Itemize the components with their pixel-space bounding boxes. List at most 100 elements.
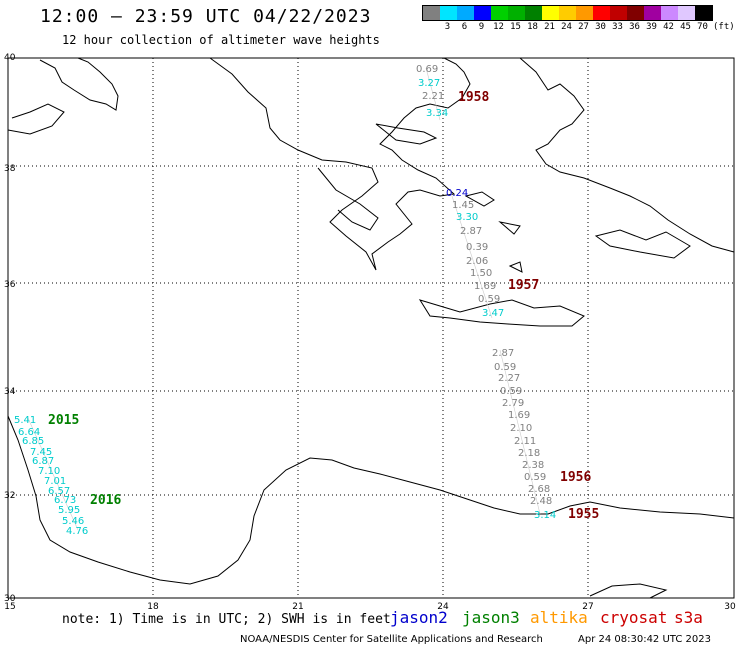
wave-height-label: 0.59 <box>494 362 516 373</box>
wave-height-label: 3.34 <box>426 108 448 119</box>
pass-id-1957: 1957 <box>508 278 539 293</box>
coastlines <box>7 57 735 599</box>
legend-label: 27 <box>578 22 589 32</box>
track-line-1956 <box>499 349 541 515</box>
ground-tracks <box>27 67 541 531</box>
island-andros <box>464 191 495 207</box>
wave-height-label: 7.01 <box>44 476 66 487</box>
wave-height-label: 5.95 <box>58 505 80 516</box>
legend-altika: altika <box>530 608 588 627</box>
turkey-coast <box>519 57 735 253</box>
wave-height-label: 2.87 <box>460 226 482 237</box>
footer-note: note: 1) Time is in UTC; 2) SWH is in fe… <box>62 612 391 627</box>
lat-label-30: 30 <box>4 594 16 604</box>
map-subtitle: 12 hour collection of altimeter wave hei… <box>62 33 380 47</box>
legend-swatch <box>491 6 508 20</box>
lon-label-21: 21 <box>292 602 303 612</box>
legend-label: 70 <box>697 22 708 32</box>
lon-label-27: 27 <box>582 602 593 612</box>
greece-coast <box>209 57 471 271</box>
legend-swatch <box>440 6 457 20</box>
legend-swatch <box>610 6 627 20</box>
wave-height-label: 0.59 <box>500 386 522 397</box>
legend-swatch <box>457 6 474 20</box>
graticule <box>8 58 734 598</box>
legend-swatch <box>542 6 559 20</box>
north-africa-coast <box>7 415 735 585</box>
legend-swatch <box>423 6 440 20</box>
island-rhodes <box>594 229 691 259</box>
lat-label-36: 36 <box>4 280 16 290</box>
wave-height-label: 2.06 <box>466 256 488 267</box>
track-line-1958 <box>425 67 441 121</box>
wave-height-label: 7.45 <box>30 447 52 458</box>
wave-height-label: 2.79 <box>502 398 524 409</box>
color-scale-labels: 3 6 9 12 15 18 21 24 27 30 33 36 39 42 45 70 (ft) <box>422 22 735 32</box>
legend-jason3: jason3 <box>462 608 520 627</box>
legend-swatch <box>661 6 678 20</box>
wave-height-label: 5.46 <box>62 516 84 527</box>
wave-height-label: 6.73 <box>54 495 76 506</box>
wave-height-label: 3.47 <box>482 308 504 319</box>
legend-cryosat: cryosat <box>600 608 668 627</box>
island-naxos <box>498 221 521 235</box>
pass-id-1956: 1956 <box>560 470 591 485</box>
legend-label: 24 <box>561 22 572 32</box>
map-frame <box>7 57 735 599</box>
wave-height-label: 3.27 <box>418 78 440 89</box>
legend-label: 21 <box>544 22 555 32</box>
latitude-labels: 40 38 36 34 32 30 <box>4 53 16 604</box>
wave-height-label: 4.76 <box>66 526 88 537</box>
wave-height-label: 1.69 <box>508 410 530 421</box>
pass-id-2016: 2016 <box>90 493 121 508</box>
lat-label-38: 38 <box>4 164 16 174</box>
legend-label: 18 <box>527 22 538 32</box>
wave-height-label: 3.14 <box>534 510 556 521</box>
track-line-2015 <box>27 417 79 531</box>
wave-height-label: 0.39 <box>466 242 488 253</box>
legend-swatch <box>695 6 712 20</box>
lat-label-32: 32 <box>4 491 15 501</box>
wave-height-label: 2.21 <box>422 91 444 102</box>
credit-line: NOAA/NESDIS Center for Satellite Applica… <box>240 634 543 645</box>
lon-label-18: 18 <box>147 602 159 612</box>
wave-height-label: 0.59 <box>524 472 546 483</box>
legend-label: 39 <box>646 22 657 32</box>
wave-height-label: 2.48 <box>530 496 552 507</box>
legend-label: 45 <box>680 22 691 32</box>
legend-swatch <box>525 6 542 20</box>
legend-label: 36 <box>629 22 640 32</box>
legend-swatch <box>559 6 576 20</box>
wave-height-label: 0.59 <box>478 294 500 305</box>
pass-id-1958: 1958 <box>458 90 489 105</box>
sicily-coast <box>7 103 65 135</box>
wave-height-label: 6.57 <box>48 486 70 497</box>
pass-labels: 1958 1957 1956 1955 2015 2016 <box>48 90 599 522</box>
legend-label: 12 <box>493 22 504 32</box>
lat-label-34: 34 <box>4 387 16 397</box>
wave-height-label: 5.41 <box>14 415 36 426</box>
wave-height-label: 1.69 <box>474 281 496 292</box>
legend-swatch <box>644 6 661 20</box>
lon-label-30: 30 <box>724 602 736 612</box>
legend-swatch <box>678 6 695 20</box>
wave-height-label: 2.38 <box>522 460 544 471</box>
legend-swatch <box>593 6 610 20</box>
wave-height-label: 0.24 <box>446 188 468 199</box>
legend-label: 30 <box>595 22 606 32</box>
longitude-labels: 15 18 21 24 27 30 <box>4 602 736 612</box>
lat-label-40: 40 <box>4 53 16 63</box>
wave-height-label: 2.11 <box>514 436 536 447</box>
wave-height-label: 2.10 <box>510 423 532 434</box>
wave-height-label: 2.87 <box>492 348 514 359</box>
wave-height-label: 2.18 <box>518 448 540 459</box>
legend-s3a: s3a <box>674 608 703 627</box>
island-thera <box>508 261 523 273</box>
wave-height-label: 2.68 <box>528 484 550 495</box>
lon-label-24: 24 <box>437 602 449 612</box>
crete-coast <box>418 299 585 327</box>
legend-swatch <box>508 6 525 20</box>
wave-height-label: 6.64 <box>18 427 40 438</box>
